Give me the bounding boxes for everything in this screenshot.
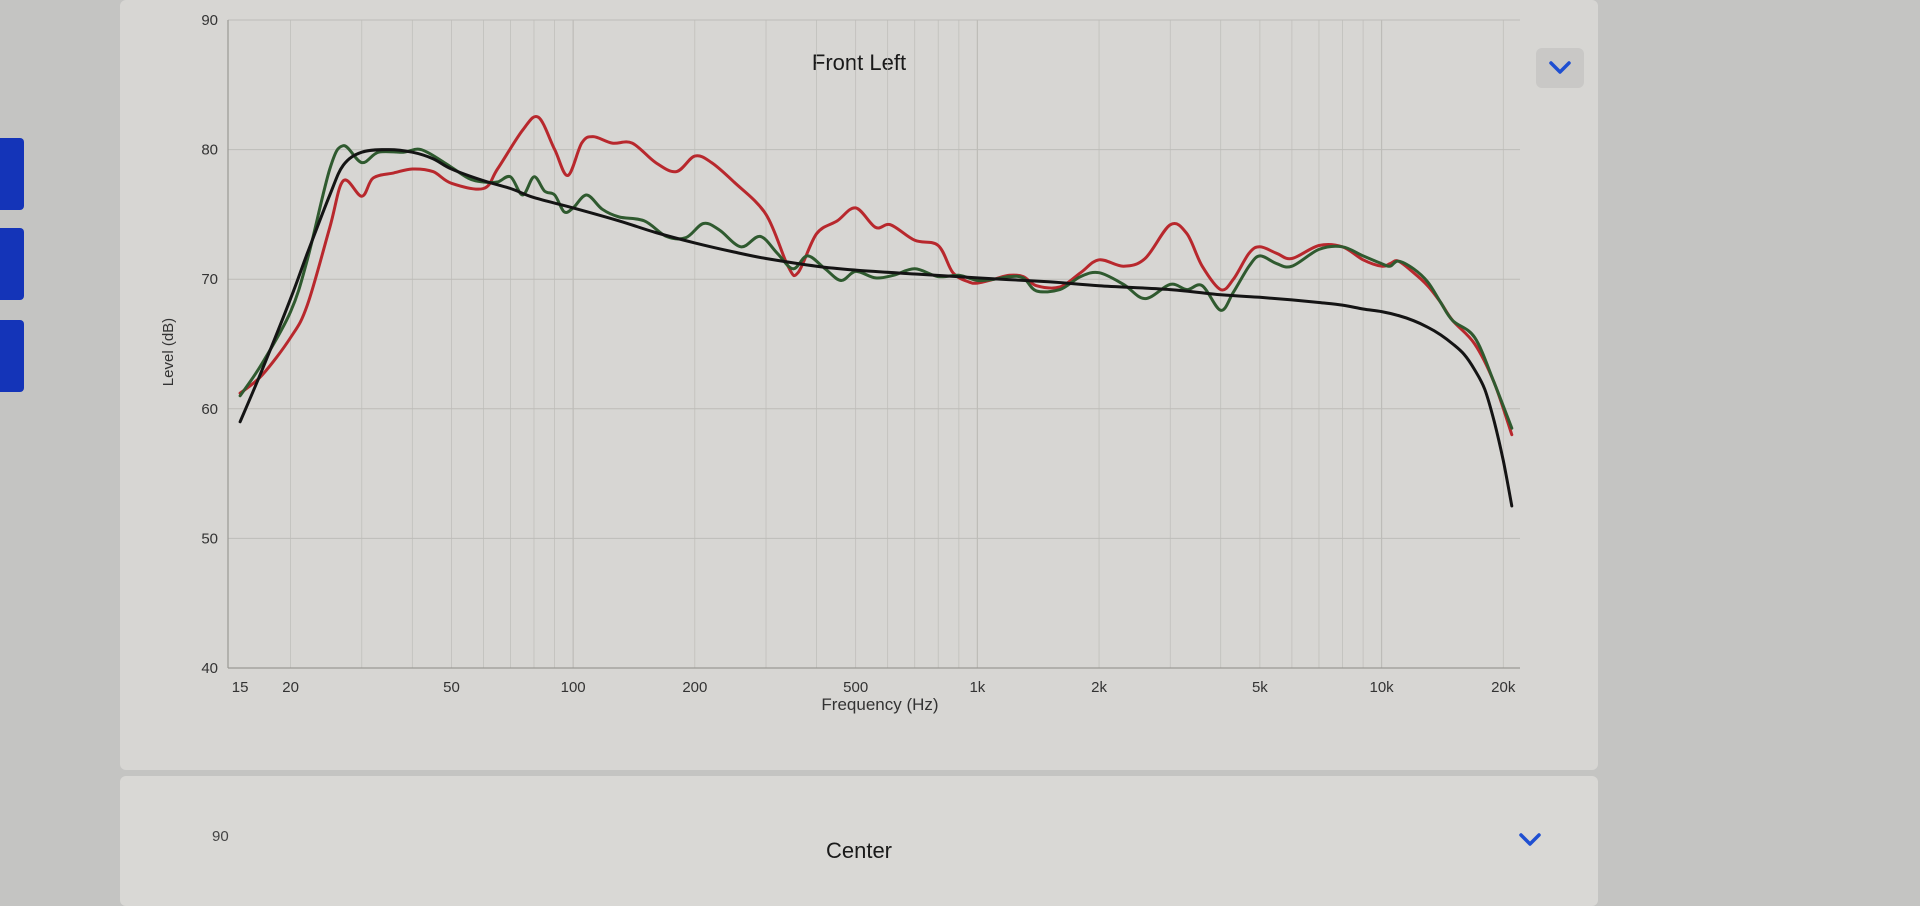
x-tick-label: 20k bbox=[1491, 679, 1516, 696]
x-tick-label: 5k bbox=[1252, 679, 1268, 696]
series-line-2 bbox=[238, 144, 1514, 430]
chart-card-front-left: Front Left bbox=[120, 0, 1598, 770]
y-axis-ticks: 40 50 60 70 80 90 bbox=[201, 12, 218, 677]
y-tick-label: 50 bbox=[201, 530, 218, 547]
x-tick-label: 500 bbox=[843, 679, 868, 696]
chart-title: Front Left bbox=[811, 50, 907, 75]
y-tick-label: 60 bbox=[201, 401, 218, 418]
frequency-response-chart: 40 50 60 70 80 90 15 20 50 100 200 500 1k 2k 5k 10k 20k… bbox=[160, 12, 1520, 714]
x-tick-label: 1k bbox=[969, 679, 985, 696]
y-tick-label: 80 bbox=[201, 142, 218, 159]
x-axis-label: Frequency (Hz) bbox=[821, 695, 938, 714]
chevron-down-icon bbox=[1549, 61, 1571, 74]
x-tick-label: 10k bbox=[1369, 679, 1394, 696]
chevron-down-icon bbox=[1519, 833, 1541, 846]
y-tick-label: 70 bbox=[201, 271, 218, 288]
y-axis-label: Level (dB) bbox=[160, 318, 177, 386]
chart-grid bbox=[227, 19, 1520, 669]
x-tick-label: 200 bbox=[682, 679, 707, 696]
chart-title-center: Center bbox=[825, 838, 893, 863]
series-line-1 bbox=[238, 114, 1514, 437]
y-tick-label: 40 bbox=[201, 660, 218, 677]
x-tick-label: 100 bbox=[561, 679, 586, 696]
sidebar-tab-3[interactable] bbox=[0, 320, 24, 392]
sidebar-tab-2[interactable] bbox=[0, 228, 24, 300]
y-tick-label: 90 bbox=[201, 12, 218, 29]
x-tick-label: 15 bbox=[232, 679, 249, 696]
expand-button[interactable] bbox=[1536, 48, 1584, 88]
expand-button-center[interactable] bbox=[1506, 820, 1554, 860]
sidebar-tab-1[interactable] bbox=[0, 138, 24, 210]
x-tick-label: 2k bbox=[1091, 679, 1107, 696]
x-tick-label: 50 bbox=[443, 679, 460, 696]
chart-series bbox=[238, 114, 1514, 508]
x-tick-label: 20 bbox=[282, 679, 299, 696]
x-axis-ticks: 15 20 50 100 200 500 1k 2k 5k 10k 20k bbox=[232, 679, 1516, 696]
chart-card-center: 90 Center bbox=[120, 776, 1598, 906]
y-tick-top-label: 90 bbox=[212, 828, 229, 845]
series-line-3 bbox=[238, 148, 1514, 508]
